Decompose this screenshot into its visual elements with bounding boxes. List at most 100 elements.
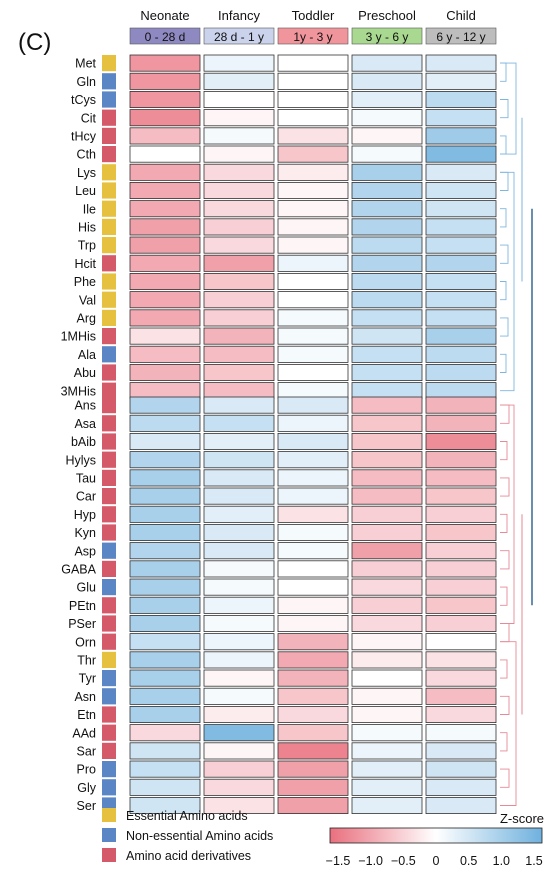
legend-label-nonessential: Non-essential Amino acids [126,829,273,843]
heatmap-cell-GABA-2 [277,560,349,578]
heatmap-cell-Tau-4 [425,469,497,487]
dendrogram-branch [500,623,510,643]
heatmap-cell-Abu-2 [277,363,349,381]
heatmap-cell-Kyn-1 [203,524,275,542]
heatmap-cell-tCys-1 [203,91,275,109]
colorbar-tick-2: −0.5 [391,854,416,868]
dendrogram-branch [500,441,508,461]
heatmap-cell-3MHis-0 [129,382,201,400]
heatmap-cell-Ala-1 [203,345,275,363]
dendrogram-branch [500,586,508,606]
heatmap-cell-Asa-4 [425,414,497,432]
heatmap-cell-Asn-2 [277,687,349,705]
heatmap-cell-PEtn-2 [277,596,349,614]
heatmap-cell-Pro-3 [351,760,423,778]
dendrogram-branch [500,62,517,155]
row-label-Ile: Ile [83,202,96,216]
heatmap-cell-3MHis-2 [277,382,349,400]
heatmap-cell-1MHis-4 [425,327,497,345]
category-swatch-Car [102,488,116,505]
colorbar-title: Z-score [500,811,544,826]
heatmap-cell-3MHis-1 [203,382,275,400]
heatmap-cell-Asa-2 [277,414,349,432]
row-label-3MHis: 3MHis [61,384,96,398]
heatmap-cell-Phe-1 [203,272,275,290]
heatmap-cell-Etn-2 [277,706,349,724]
heatmap-cell-Gln-4 [425,72,497,90]
heatmap-cell-Lys-4 [425,163,497,181]
heatmap-cell-3MHis-4 [425,382,497,400]
heatmap-cell-Asp-3 [351,542,423,560]
row-label-tHcy: tHcy [71,130,97,144]
category-swatch-Phe [102,273,116,290]
heatmap-cell-Gln-0 [129,72,201,90]
category-swatch-His [102,218,116,235]
heatmap-cell-Thr-3 [351,651,423,669]
heatmap-cell-Ala-3 [351,345,423,363]
category-swatch-AAd [102,724,116,741]
heatmap-cell-Etn-1 [203,706,275,724]
heatmap-cell-Lys-1 [203,163,275,181]
row-label-Lys: Lys [77,166,96,180]
category-swatch-Pro [102,761,116,778]
stage-range-box-3 [351,27,423,45]
row-label-Ser: Ser [77,799,96,813]
heatmap-cell-Glu-4 [425,578,497,596]
row-labels: Met Gln tCys Cit tHcy Cth Lys Leu Ile His Trp Hcit P… [61,57,97,813]
heatmap-cell-1MHis-2 [277,327,349,345]
colorbar-tick-1: −1.0 [358,854,383,868]
heatmap-cell-Thr-2 [277,651,349,669]
heatmap-cell-Gln-3 [351,72,423,90]
colorbar-tick-6: 1.5 [525,854,542,868]
heatmap-cell-Val-3 [351,291,423,309]
heatmap-cell-Arg-2 [277,309,349,327]
heatmap-cell-Car-0 [129,487,201,505]
dendrogram-branch [500,281,507,301]
heatmap-cell-Orn-1 [203,633,275,651]
heatmap-cell-Ans-2 [277,396,349,414]
heatmap-cell-Kyn-3 [351,524,423,542]
category-swatch-Leu [102,182,116,199]
heatmap-cell-tHcy-2 [277,127,349,145]
heatmap-cell-Arg-1 [203,309,275,327]
heatmap-cell-bAib-2 [277,432,349,450]
heatmap-cell-Cth-3 [351,145,423,163]
heatmap-cell-Etn-0 [129,706,201,724]
heatmap-cell-Gly-1 [203,778,275,796]
heatmap-cell-Asa-0 [129,414,201,432]
heatmap-cell-Sar-0 [129,742,201,760]
heatmap-cell-Hyp-0 [129,505,201,523]
dendrogram-branch [500,135,507,155]
heatmap-cell-Cit-2 [277,109,349,127]
category-swatch-PSer [102,615,116,632]
stage-range-box-1 [203,27,275,45]
legend-swatch-essential [102,808,116,822]
category-swatch-Ile [102,200,116,217]
heatmap-cell-Met-2 [277,54,349,72]
heatmap-cell-Hylys-0 [129,451,201,469]
heatmap-cell-GABA-4 [425,560,497,578]
row-label-Leu: Leu [75,184,96,198]
dendrogram-branch [500,641,517,806]
heatmap-cell-His-0 [129,218,201,236]
heatmap-cell-Asn-3 [351,687,423,705]
row-label-Hylys: Hylys [65,453,96,467]
heatmap-cell-His-4 [425,218,497,236]
heatmap-cell-Met-4 [425,54,497,72]
category-swatch-tHcy [102,127,116,144]
heatmap-cell-Ser-3 [351,797,423,815]
heatmap-cell-PEtn-1 [203,596,275,614]
heatmap-cell-PSer-3 [351,615,423,633]
heatmap-cell-Leu-0 [129,181,201,199]
heatmap-cell-Asp-4 [425,542,497,560]
row-label-PEtn: PEtn [69,599,96,613]
row-label-Glu: Glu [77,581,97,595]
heatmap-cell-Hcit-4 [425,254,497,272]
heatmap-cell-tHcy-3 [351,127,423,145]
dendrogram-branch [500,513,508,533]
category-swatch-Hylys [102,451,116,468]
dendrogram-branch [500,404,515,624]
category-swatch-Gln [102,73,116,90]
heatmap-cell-Tyr-0 [129,669,201,687]
